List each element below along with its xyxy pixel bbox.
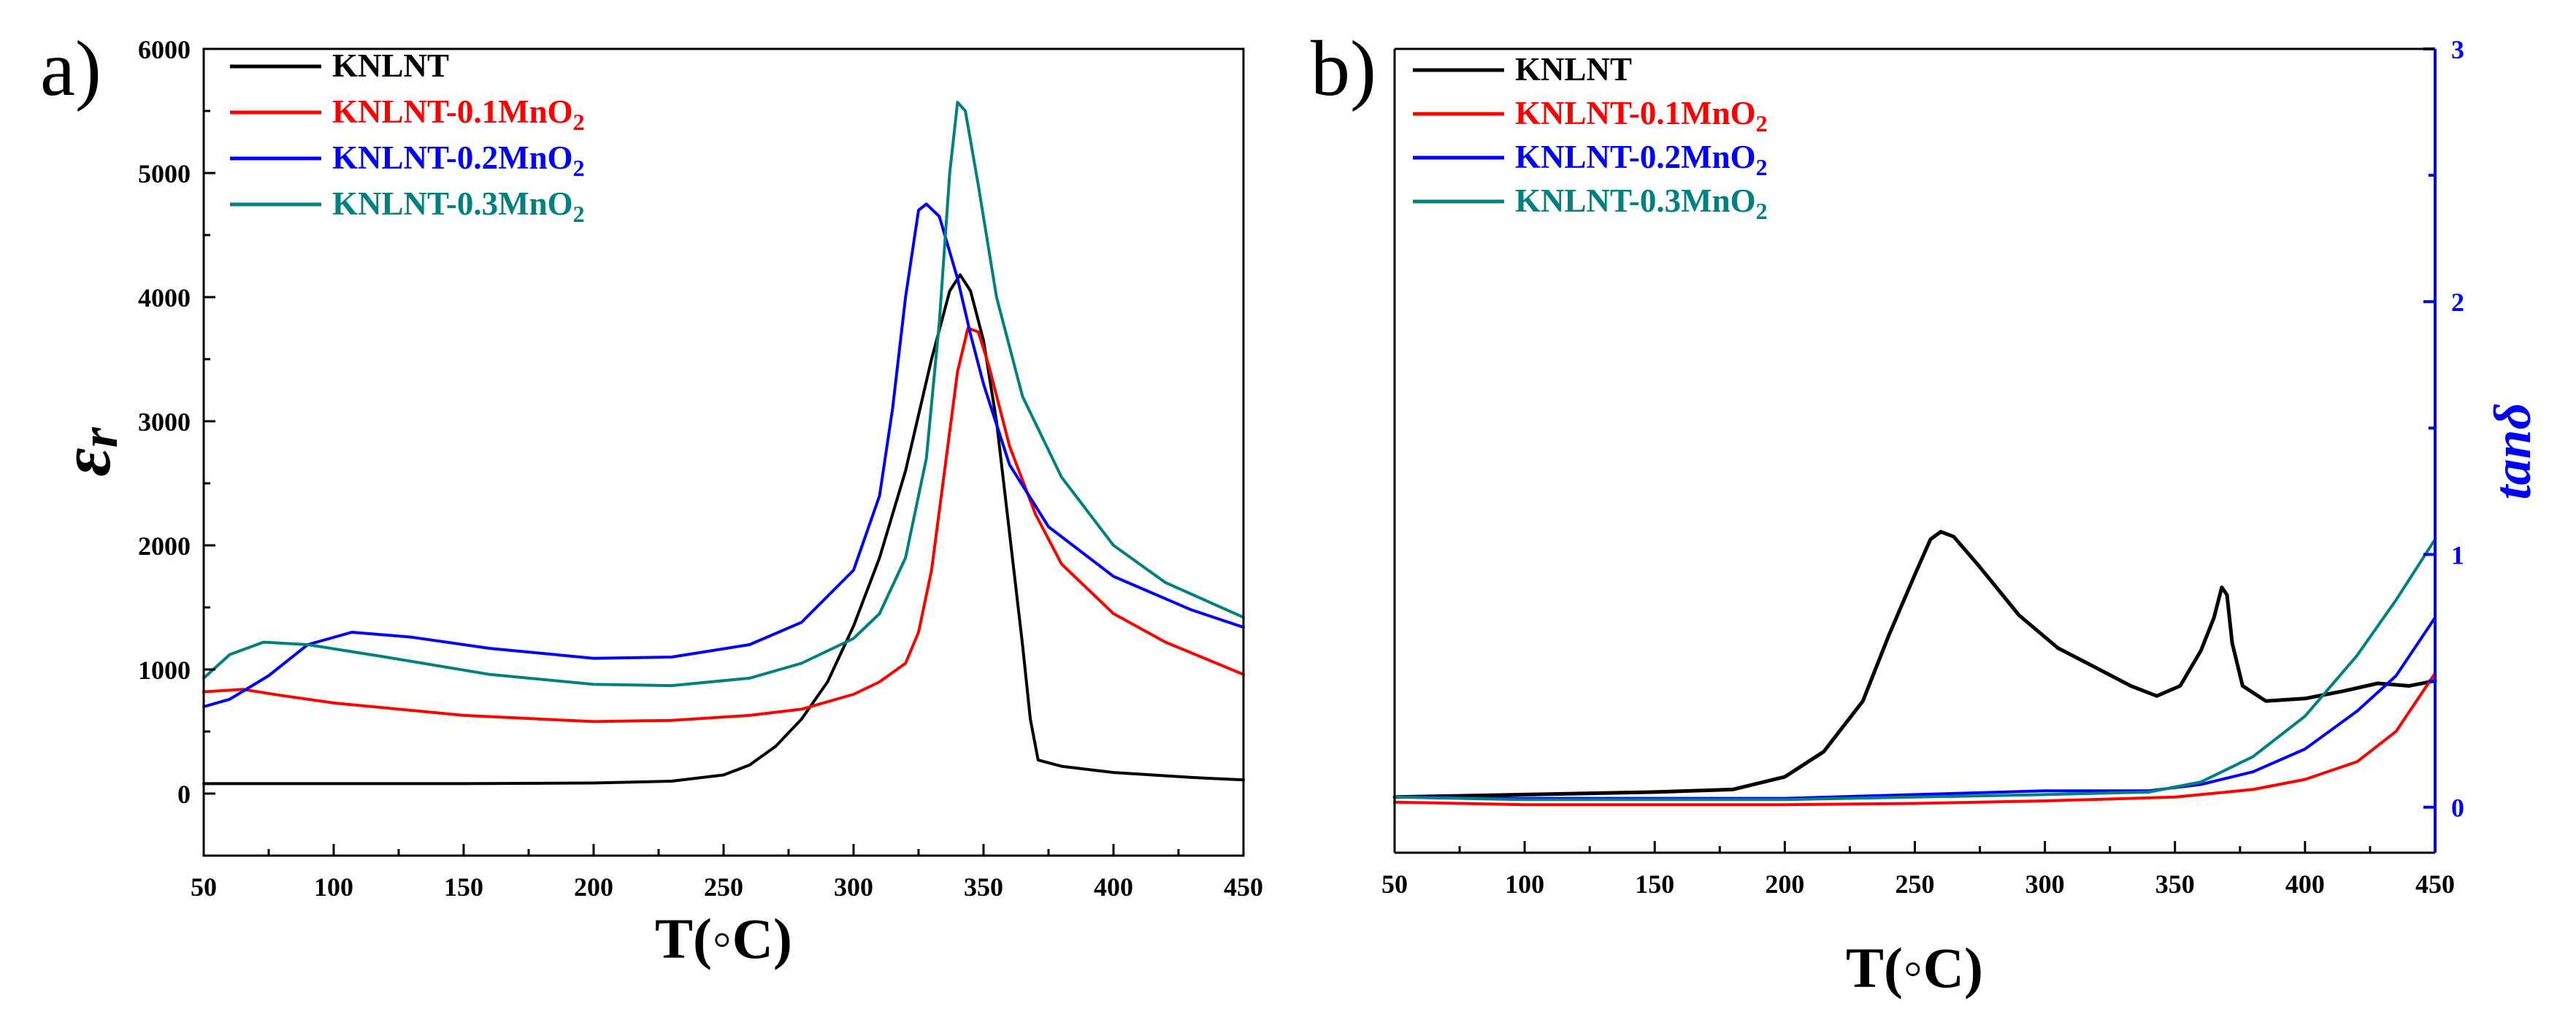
x-tick-label: 450 — [2415, 869, 2455, 899]
y-tick-label: 4000 — [138, 283, 191, 312]
x-tick-label: 450 — [1224, 872, 1263, 902]
panel-b-y-axis-label: tanδ — [2483, 403, 2542, 500]
x-tick-label: 400 — [1094, 872, 1133, 902]
y-tick-label: 2000 — [138, 531, 191, 561]
right-y-tick-label: 1 — [2451, 540, 2464, 569]
y-tick-label: 5000 — [138, 159, 191, 188]
y-tick-label: 6000 — [138, 35, 191, 64]
panel-a-x-axis-ticks: 50 100 150 200 250 300 350 400 450 — [191, 844, 1263, 902]
right-y-tick-label: 0 — [2451, 794, 2464, 823]
panel-b-legend: KNLNT KNLNT-0.1MnO2KNLNT-0.2MnO2KNLNT-0.3… — [1413, 51, 1768, 224]
x-tick-label: 50 — [191, 872, 217, 902]
x-tick-label: 250 — [704, 872, 743, 902]
panel-b: b) 50 100 150 200 250 300 350 400 450 0 1 2 3 T(◦C)… — [1311, 26, 2542, 999]
y-tick-label: 0 — [177, 780, 191, 809]
x-tick-label: 350 — [964, 872, 1003, 902]
panel-b-label: b) — [1311, 26, 1376, 112]
panel-a-x-axis-label: T(◦C) — [655, 907, 792, 970]
y-tick-label: 1000 — [138, 656, 191, 685]
series-line-knlnt — [202, 273, 1245, 786]
x-tick-label: 200 — [574, 872, 613, 902]
panel-b-plot — [1392, 529, 2437, 807]
series-line-knlnt-0-2mno2 — [202, 202, 1245, 708]
legend-label-knlnt-0-3mno2: KNLNT-0.3MnO2 — [1515, 183, 1768, 224]
panel-a: a) 50 100 150 200 250 300 350 400 450 0 1000 2000 3… — [40, 26, 1263, 970]
series-line-knlnt — [1392, 529, 2437, 799]
legend-label-knlnt: KNLNT — [332, 47, 449, 84]
legend-label-knlnt: KNLNT — [1515, 51, 1632, 88]
y-tick-label: 3000 — [138, 407, 191, 437]
legend-label-knlnt-0-1mno2: KNLNT-0.1MnO2 — [1515, 95, 1768, 137]
panel-b-x-axis-label: T(◦C) — [1846, 936, 1983, 999]
x-tick-label: 50 — [1381, 869, 1408, 899]
panel-a-y-axis-label: εr — [47, 426, 129, 476]
panel-a-y-axis-ticks: 0 1000 2000 3000 4000 5000 6000 — [138, 35, 215, 857]
series-line-knlnt-0-1mno2 — [202, 326, 1245, 723]
panel-b-x-axis-ticks: 50 100 150 200 250 300 350 400 450 — [1381, 841, 2455, 899]
series-line-knlnt-0-3mno2 — [202, 101, 1245, 688]
right-y-tick-label: 3 — [2451, 35, 2464, 64]
panel-a-legend: KNLNT KNLNT-0.1MnO2KNLNT-0.2MnO2KNLNT-0.3… — [230, 47, 585, 227]
panel-a-frame — [202, 47, 1245, 857]
x-tick-label: 200 — [1765, 869, 1804, 899]
x-tick-label: 300 — [834, 872, 873, 902]
y-label-epsilon-symbol: ε — [47, 448, 125, 476]
legend-label-knlnt-0-2mno2: KNLNT-0.2MnO2 — [1515, 139, 1768, 180]
legend-label-knlnt-0-2mno2: KNLNT-0.2MnO2 — [332, 139, 585, 181]
x-tick-label: 100 — [1505, 869, 1544, 899]
x-tick-label: 150 — [1635, 869, 1674, 899]
y-label-subscript-r: r — [70, 426, 129, 448]
series-line-knlnt-0-3mno2 — [1393, 537, 2437, 802]
panel-a-plot — [202, 101, 1245, 786]
x-tick-label: 300 — [2025, 869, 2065, 899]
panel-a-label: a) — [40, 26, 101, 112]
x-tick-label: 350 — [2155, 869, 2195, 899]
x-tick-label: 150 — [444, 872, 483, 902]
panel-b-right-axis-ticks: 0 1 2 3 — [2423, 35, 2464, 823]
legend-label-knlnt-0-1mno2: KNLNT-0.1MnO2 — [332, 93, 585, 135]
x-tick-label: 100 — [314, 872, 353, 902]
x-tick-label: 250 — [1895, 869, 1935, 899]
legend-label-knlnt-0-3mno2: KNLNT-0.3MnO2 — [332, 185, 585, 227]
right-y-tick-label: 2 — [2451, 288, 2464, 317]
x-tick-label: 400 — [2285, 869, 2325, 899]
series-line-knlnt-0-1mno2 — [1393, 672, 2437, 807]
